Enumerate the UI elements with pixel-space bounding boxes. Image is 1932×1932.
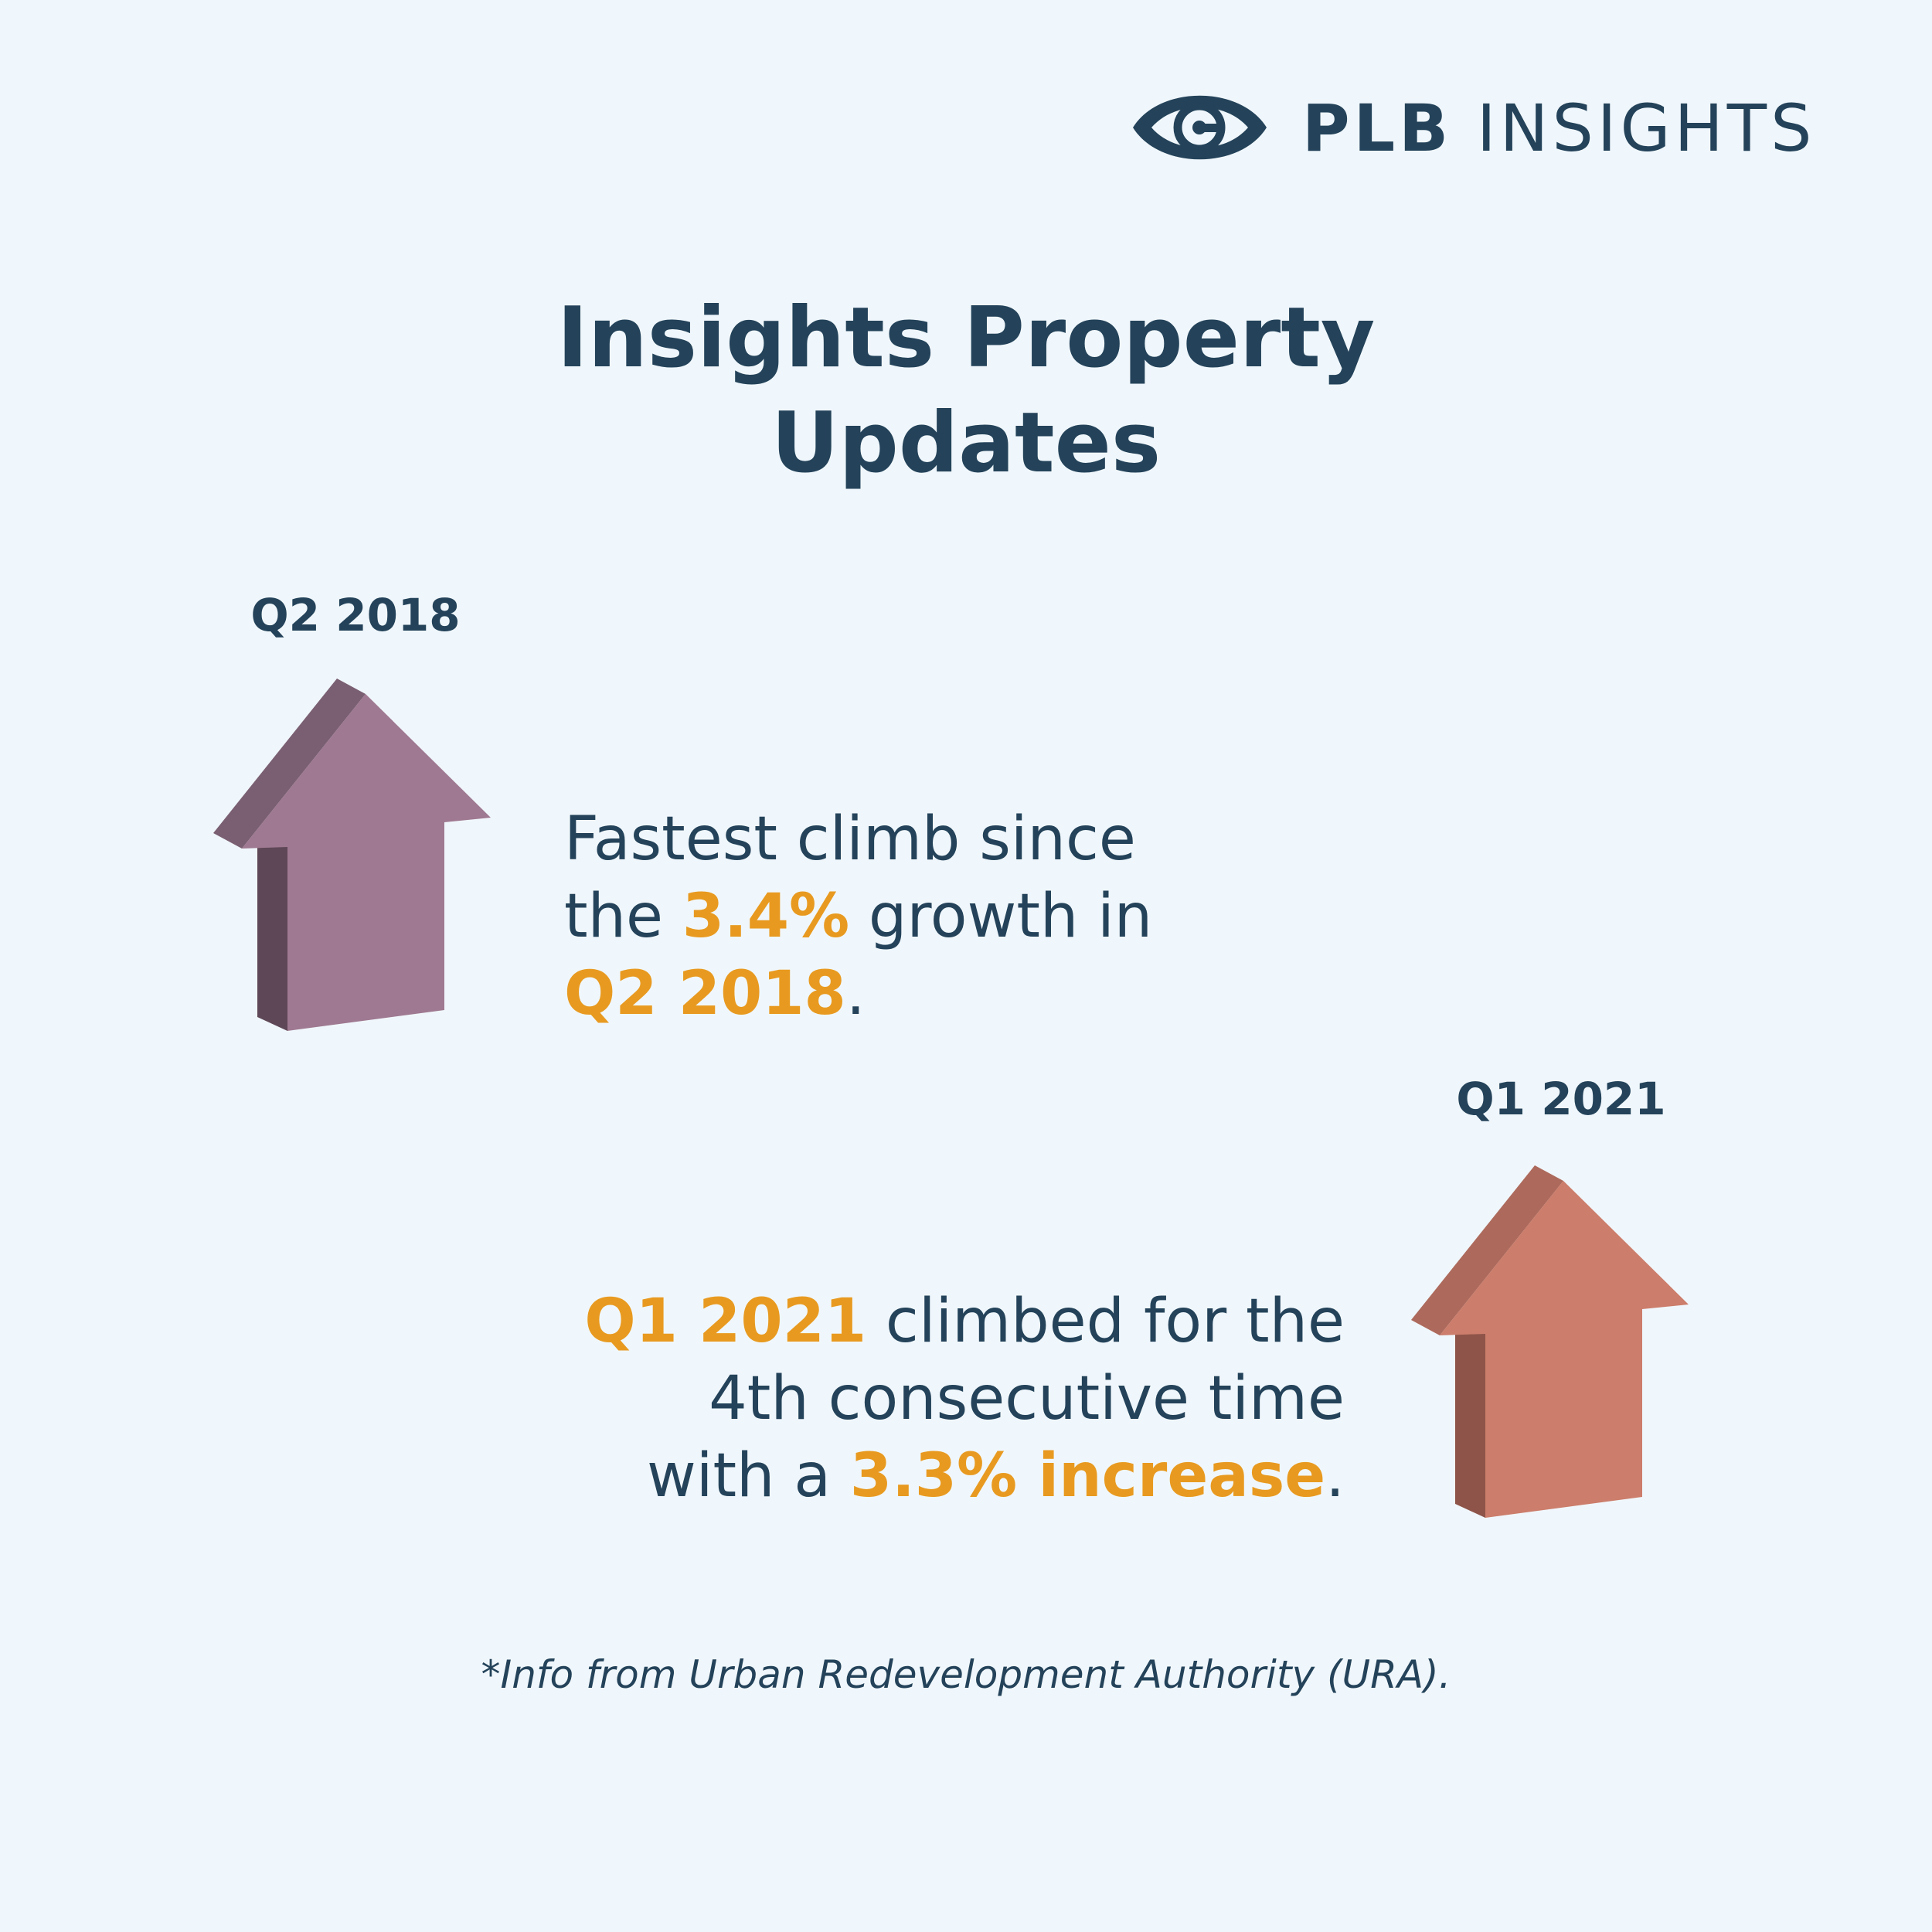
statement-text: . xyxy=(845,959,866,1029)
highlight-increase-value: 3.3% increase xyxy=(849,1441,1326,1511)
statement-text: climbed for the xyxy=(866,1287,1345,1356)
title-line-1: Insights Property xyxy=(556,290,1376,386)
quarter-label-q2-2018: Q2 2018 xyxy=(250,589,461,641)
statement-line: Q2 2018. xyxy=(564,955,1152,1032)
statement-line: 4th consecutive time xyxy=(709,1364,1345,1434)
statement-text: the xyxy=(564,882,682,951)
brand-logo: PLB INSIGHTS xyxy=(1128,77,1870,178)
statement-line: the 3.4% growth in xyxy=(564,878,1152,955)
highlight-growth-value: 3.4% xyxy=(682,882,850,951)
source-footnote: *Info from Urban Redevelopment Authority… xyxy=(481,1652,1451,1697)
statement-line: Q1 2021 climbed for the xyxy=(541,1283,1345,1360)
statement-text: with a xyxy=(647,1441,850,1511)
up-arrow-icon xyxy=(1411,1165,1689,1518)
highlight-quarter: Q2 2018 xyxy=(564,959,846,1029)
statement-q1-2021: Q1 2021 climbed for the 4th consecutive … xyxy=(541,1283,1345,1515)
statement-line: Fastest climb since xyxy=(564,804,1136,874)
brand-name-bold: PLB xyxy=(1302,90,1453,166)
eye-logo-icon xyxy=(1133,95,1267,160)
highlight-quarter: Q1 2021 xyxy=(584,1287,867,1356)
statement-text: . xyxy=(1325,1441,1345,1511)
up-arrow-icon xyxy=(213,679,491,1031)
title-line-2: Updates xyxy=(770,395,1162,492)
statement-q2-2018: Fastest climb since the 3.4% growth in Q… xyxy=(564,801,1152,1032)
statement-text: growth in xyxy=(849,882,1153,951)
brand-name-rest: INSIGHTS xyxy=(1476,90,1816,166)
statement-line: with a 3.3% increase. xyxy=(541,1437,1345,1515)
brand-name: PLB INSIGHTS xyxy=(1302,90,1815,167)
quarter-label-q1-2021: Q1 2021 xyxy=(1456,1073,1666,1125)
page-title: Insights Property Updates xyxy=(464,286,1468,496)
